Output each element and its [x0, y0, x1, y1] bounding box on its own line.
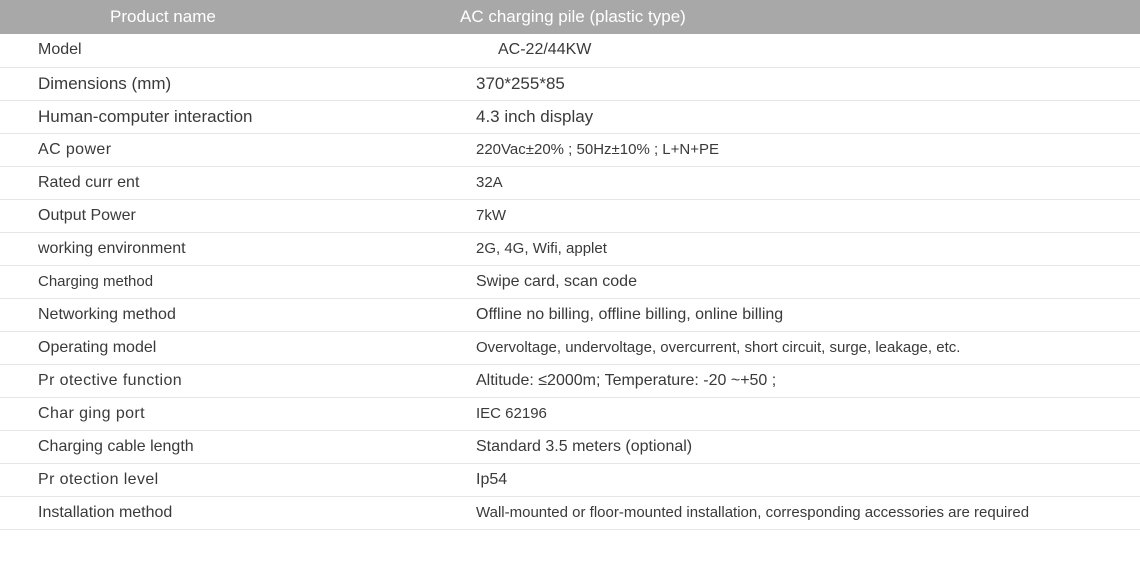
spec-value: AC-22/44KW	[460, 34, 1140, 67]
spec-value: 32A	[460, 166, 1140, 199]
table-row: AC power220Vac±20% ; 50Hz±10% ; L+N+PE	[0, 133, 1140, 166]
spec-label: Pr otection level	[0, 463, 460, 496]
spec-value: 7kW	[460, 199, 1140, 232]
table-header-row: Product name AC charging pile (plastic t…	[0, 0, 1140, 34]
spec-value: IEC 62196	[460, 397, 1140, 430]
spec-value: 220Vac±20% ; 50Hz±10% ; L+N+PE	[460, 133, 1140, 166]
table-row: Output Power7kW	[0, 199, 1140, 232]
spec-value: Offline no billing, offline billing, onl…	[460, 298, 1140, 331]
table-row: ModelAC-22/44KW	[0, 34, 1140, 67]
table-row: Pr otective functionAltitude: ≤2000m; Te…	[0, 364, 1140, 397]
spec-value: Ip54	[460, 463, 1140, 496]
table-row: Installation methodWall-mounted or floor…	[0, 496, 1140, 529]
table-row: Char ging portIEC 62196	[0, 397, 1140, 430]
header-product-name: Product name	[0, 0, 460, 34]
spec-value: Altitude: ≤2000m; Temperature: -20 ~+50 …	[460, 364, 1140, 397]
table-row: Pr otection levelIp54	[0, 463, 1140, 496]
spec-value: 4.3 inch display	[460, 100, 1140, 133]
table-row: Networking methodOffline no billing, off…	[0, 298, 1140, 331]
spec-label: Installation method	[0, 496, 460, 529]
spec-value: Wall-mounted or floor-mounted installati…	[460, 496, 1140, 529]
spec-label: Charging cable length	[0, 430, 460, 463]
table-row: Charging methodSwipe card, scan code	[0, 265, 1140, 298]
spec-label: Model	[0, 34, 460, 67]
spec-value: Standard 3.5 meters (optional)	[460, 430, 1140, 463]
spec-label: Rated curr ent	[0, 166, 460, 199]
spec-label: Dimensions (mm)	[0, 67, 460, 100]
spec-value: 370*255*85	[460, 67, 1140, 100]
table-row: Operating modelOvervoltage, undervoltage…	[0, 331, 1140, 364]
product-spec-table: Product name AC charging pile (plastic t…	[0, 0, 1140, 530]
spec-value: 2G, 4G, Wifi, applet	[460, 232, 1140, 265]
table-row: Human-computer interaction4.3 inch displ…	[0, 100, 1140, 133]
table-row: Dimensions (mm)370*255*85	[0, 67, 1140, 100]
spec-label: Networking method	[0, 298, 460, 331]
spec-label: Char ging port	[0, 397, 460, 430]
table-row: working environment2G, 4G, Wifi, applet	[0, 232, 1140, 265]
spec-label: Charging method	[0, 265, 460, 298]
spec-label: Operating model	[0, 331, 460, 364]
spec-label: Pr otective function	[0, 364, 460, 397]
table-row: Rated curr ent32A	[0, 166, 1140, 199]
spec-label: AC power	[0, 133, 460, 166]
spec-label: Output Power	[0, 199, 460, 232]
header-product-value: AC charging pile (plastic type)	[460, 0, 1140, 34]
spec-value: Overvoltage, undervoltage, overcurrent, …	[460, 331, 1140, 364]
spec-value: Swipe card, scan code	[460, 265, 1140, 298]
table-body: ModelAC-22/44KWDimensions (mm)370*255*85…	[0, 34, 1140, 529]
table-row: Charging cable lengthStandard 3.5 meters…	[0, 430, 1140, 463]
spec-label: Human-computer interaction	[0, 100, 460, 133]
spec-label: working environment	[0, 232, 460, 265]
